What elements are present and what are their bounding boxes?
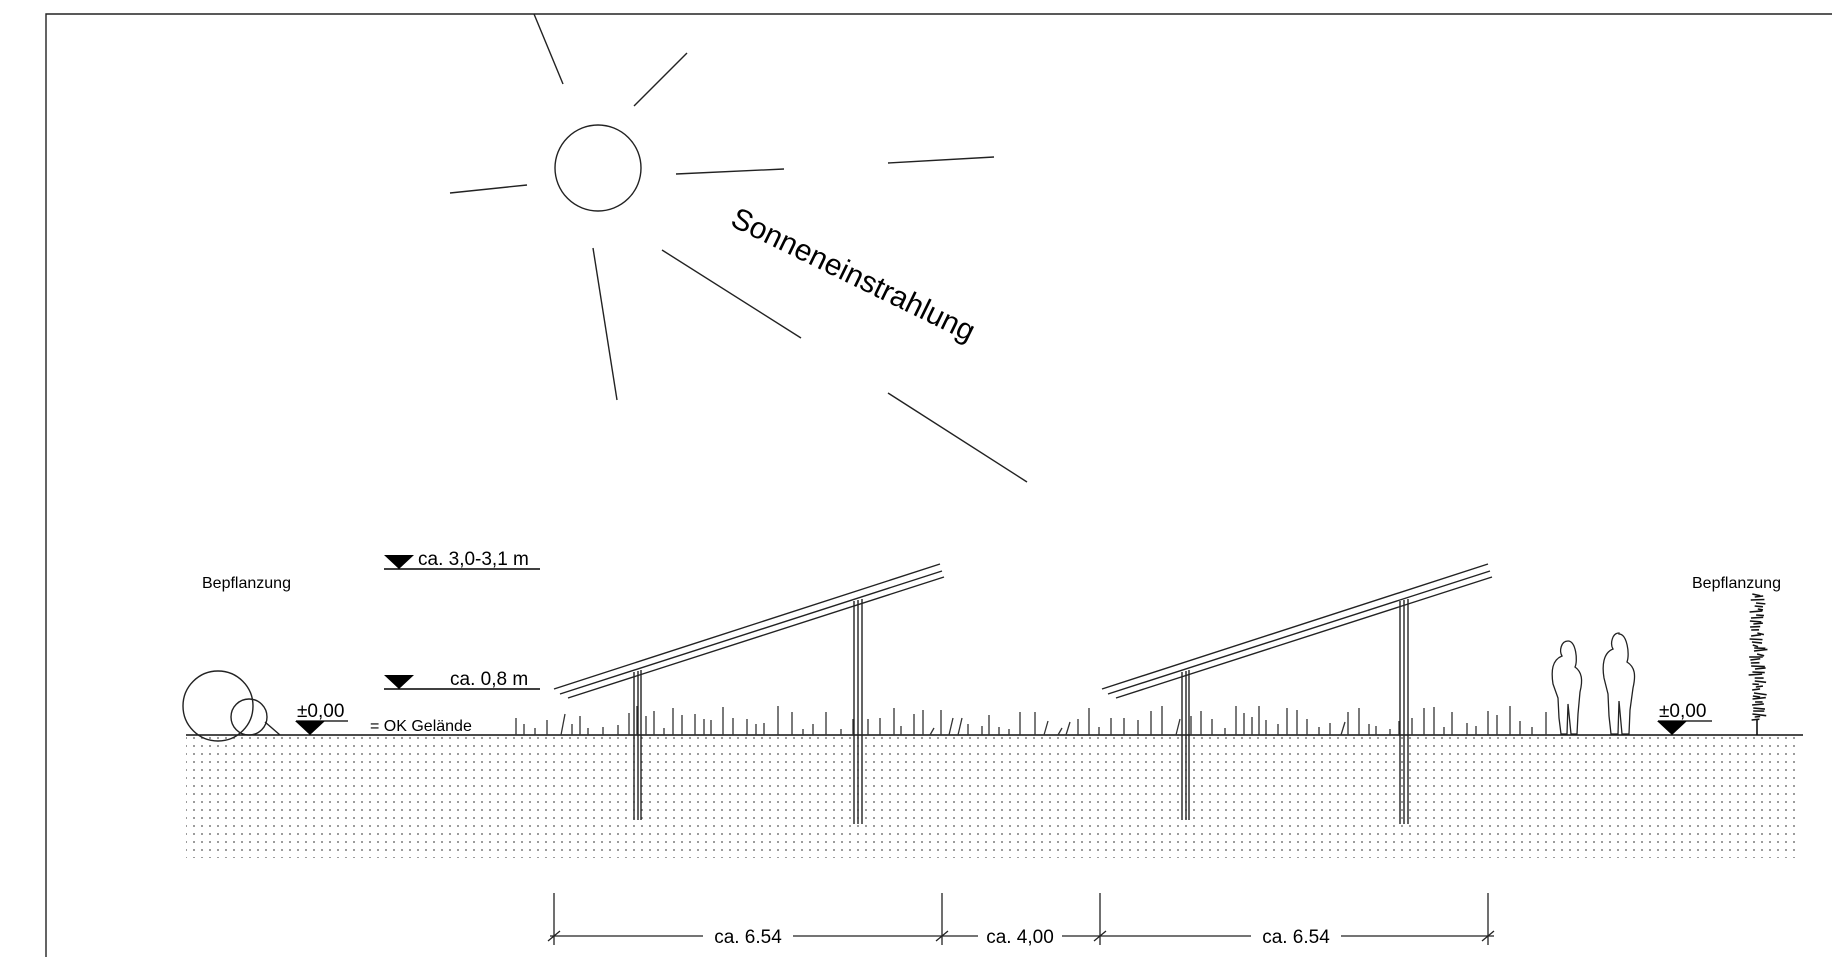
grass-stroke xyxy=(1175,718,1181,736)
tree-foliage-stroke xyxy=(1754,715,1761,718)
post-rear xyxy=(1399,599,1409,824)
sun-ray xyxy=(533,13,564,85)
tree-foliage-stroke xyxy=(1752,644,1759,648)
tree-foliage-stroke xyxy=(1755,685,1764,688)
tree-foliage-stroke xyxy=(1751,665,1765,668)
tree-foliage-stroke xyxy=(1752,671,1765,674)
pv-module xyxy=(1101,563,1489,690)
sun-ray xyxy=(887,392,1028,483)
tree-foliage-stroke xyxy=(1752,713,1767,717)
pv-module xyxy=(1107,570,1491,695)
tree-foliage-stroke xyxy=(1754,595,1764,598)
drawing-frame xyxy=(45,13,1832,957)
grass-stroke xyxy=(957,717,963,736)
tree-foliage-stroke xyxy=(1749,638,1763,641)
level-marker-low-triangle xyxy=(384,675,414,689)
tree-foliage-stroke xyxy=(1757,632,1765,636)
tree-foliage-stroke xyxy=(1748,673,1763,676)
ground-level-left-text: ±0,00 xyxy=(297,701,344,722)
person-silhouette xyxy=(1551,632,1636,735)
level-marker-top-triangle xyxy=(384,555,414,569)
tree-foliage-stroke xyxy=(1754,667,1766,670)
post-rear xyxy=(853,599,863,824)
sun-ray xyxy=(449,184,528,194)
grass-stroke xyxy=(1065,721,1071,736)
dimension-row-depth-2: ca. 6.54 xyxy=(1262,927,1330,948)
tree-foliage-stroke xyxy=(1754,605,1764,608)
ground-reference-note: = OK Gelände xyxy=(370,718,472,735)
tree-foliage-stroke xyxy=(1751,641,1763,644)
sun-ray xyxy=(592,247,618,401)
tree-foliage-stroke xyxy=(1749,620,1762,623)
tree-foliage-stroke xyxy=(1751,718,1760,721)
tree-foliage-stroke xyxy=(1750,633,1762,637)
tree-foliage-stroke xyxy=(1752,695,1761,698)
ground-level-marker-left xyxy=(295,721,325,735)
tree-foliage-stroke xyxy=(1750,657,1761,661)
tree-foliage-stroke xyxy=(1754,680,1767,684)
sun-ray xyxy=(675,168,785,175)
tree-foliage-stroke xyxy=(1750,616,1764,619)
shrub-symbol xyxy=(182,670,281,742)
tree-foliage-stroke xyxy=(1752,593,1761,597)
level-low-height-text: ca. 0,8 m xyxy=(450,669,528,690)
soil-hatch xyxy=(186,736,1800,858)
tree-foliage-stroke xyxy=(1753,692,1767,696)
pv-module xyxy=(567,576,945,699)
post-front xyxy=(633,670,642,820)
grass-stroke xyxy=(929,727,935,736)
tree-symbol xyxy=(1748,593,1768,735)
sun-ray xyxy=(633,52,688,107)
tree-foliage-stroke xyxy=(1755,602,1766,605)
sun-ray xyxy=(887,156,995,164)
sun-symbol xyxy=(449,13,1028,483)
level-top-height-text: ca. 3,0-3,1 m xyxy=(418,549,529,570)
tree-foliage-stroke xyxy=(1752,688,1761,691)
sun-disc xyxy=(554,124,642,212)
planting-label-right: Bepflanzung xyxy=(1692,575,1781,592)
pv-module xyxy=(553,563,941,690)
ground-level-right-text: ±0,00 xyxy=(1659,701,1706,722)
tree-foliage-stroke xyxy=(1753,648,1768,652)
tree-foliage-stroke xyxy=(1753,622,1763,625)
solar-table-2 xyxy=(1101,563,1493,824)
tree-foliage-stroke xyxy=(1752,696,1766,700)
planting-label-left: Bepflanzung xyxy=(202,575,291,592)
tree-foliage-stroke xyxy=(1749,610,1763,613)
tree-foliage-stroke xyxy=(1753,707,1766,710)
sun-ray xyxy=(661,249,802,339)
grass-strokes xyxy=(515,706,1547,736)
tree-foliage-stroke xyxy=(1756,653,1765,657)
sun-radiation-label: Sonneneinstrahlung xyxy=(726,202,980,349)
dimension-row-spacing: ca. 4,00 xyxy=(986,927,1054,948)
grass-stroke xyxy=(1340,721,1346,736)
pv-module xyxy=(1115,576,1493,699)
tree-foliage-stroke xyxy=(1757,608,1764,611)
solar-table-1 xyxy=(553,563,945,824)
tree-foliage-stroke xyxy=(1752,703,1764,706)
dimension-chain xyxy=(547,893,1495,945)
ground-level-marker-right xyxy=(1657,721,1687,735)
grass-stroke xyxy=(948,717,954,736)
grass-stroke xyxy=(1043,720,1049,736)
dimension-row-depth-1: ca. 6.54 xyxy=(714,927,782,948)
grass-stroke xyxy=(1057,727,1063,736)
post-front xyxy=(1181,670,1190,820)
grass-stroke xyxy=(560,713,566,736)
pv-module xyxy=(559,570,943,695)
